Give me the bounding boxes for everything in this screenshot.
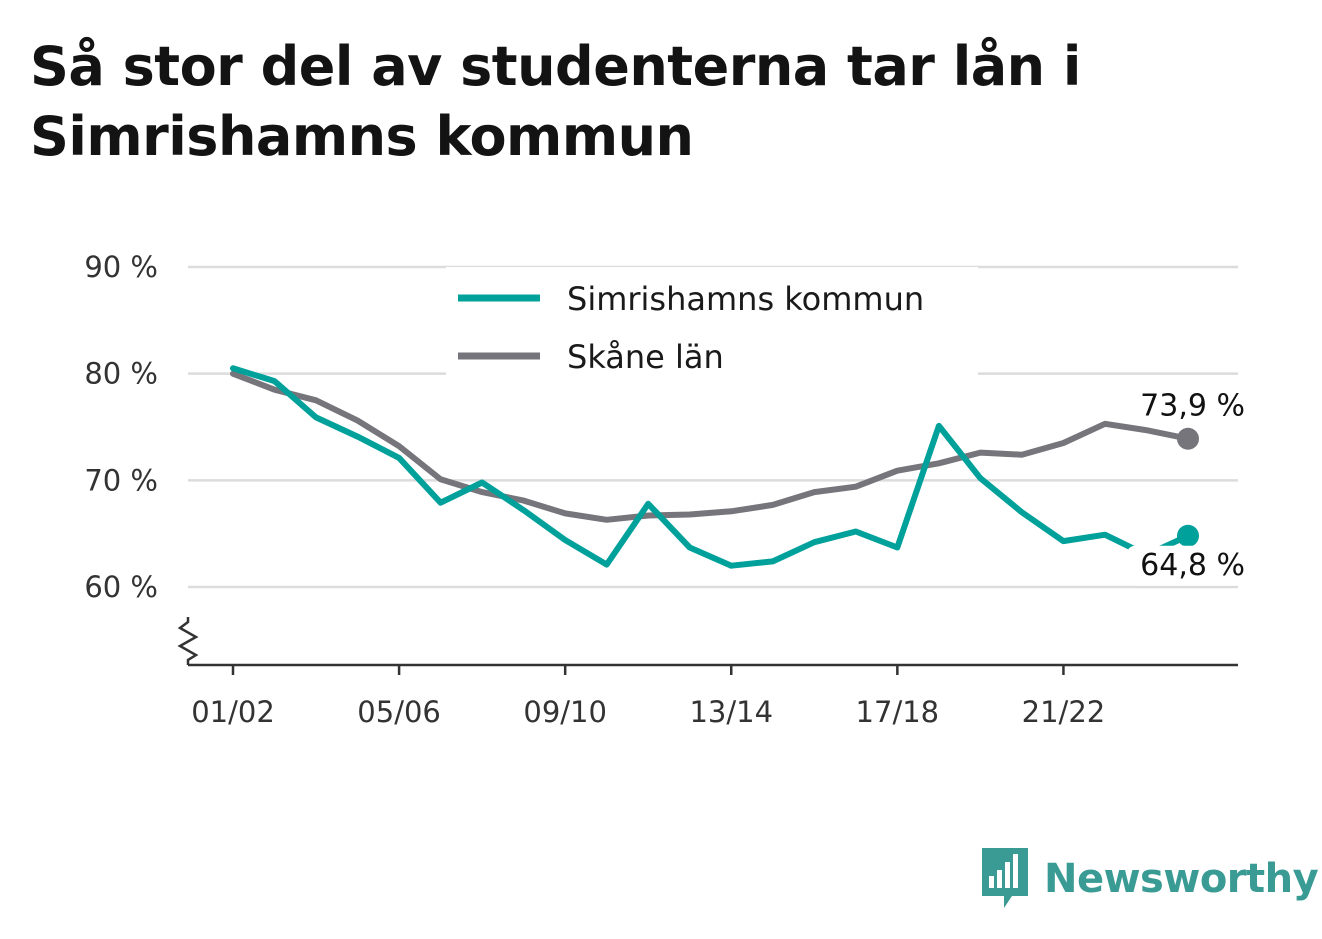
- logo-wordmark: Newsworthy: [1044, 856, 1319, 902]
- end-value-labels: 73,9 % 64,8 %: [1127, 389, 1247, 586]
- chart-title-line-1: Så stor del av studenterna tar lån i: [30, 35, 1081, 98]
- y-axis-break-marker: [177, 617, 199, 665]
- series-line: [230, 365, 1191, 569]
- series-end-point: [1177, 524, 1199, 547]
- end-label-background: [1127, 545, 1247, 586]
- y-tick-label: 90 %: [84, 250, 158, 284]
- end-label-skane: 73,9 %: [1140, 389, 1245, 424]
- x-axis-tick-labels: 01/02 05/06 09/10 13/14 17/18 21/22: [191, 665, 1105, 729]
- chart-title: Så stor del av studenterna tar lån i Sim…: [30, 32, 1290, 172]
- chart-title-line-2: Simrishamns kommun: [30, 105, 694, 168]
- bar-chart-speech-bubble-icon: [982, 848, 1028, 908]
- legend-label: Skåne län: [567, 338, 724, 376]
- end-label-simrishamn: 64,8 %: [1140, 548, 1245, 583]
- legend: Simrishamns kommun Skåne län: [446, 267, 978, 376]
- x-tick-label: 17/18: [856, 695, 940, 729]
- y-tick-label: 60 %: [84, 570, 158, 604]
- series-line: [230, 370, 1191, 523]
- x-tick-label: 05/06: [357, 695, 441, 729]
- x-tick-label: 21/22: [1022, 695, 1106, 729]
- y-tick-label: 70 %: [84, 463, 158, 497]
- series-lines: [230, 365, 1199, 569]
- legend-label: Simrishamns kommun: [567, 280, 924, 318]
- y-tick-label: 80 %: [84, 357, 158, 391]
- y-axis-tick-labels: 60 % 70 % 80 % 90 %: [84, 250, 158, 604]
- newsworthy-logo: Newsworthy: [980, 848, 1319, 910]
- x-tick-label: 01/02: [191, 695, 275, 729]
- series-end-point: [1177, 427, 1199, 450]
- x-axis: [177, 617, 1238, 667]
- x-tick-label: 09/10: [523, 695, 607, 729]
- x-tick-label: 13/14: [689, 695, 773, 729]
